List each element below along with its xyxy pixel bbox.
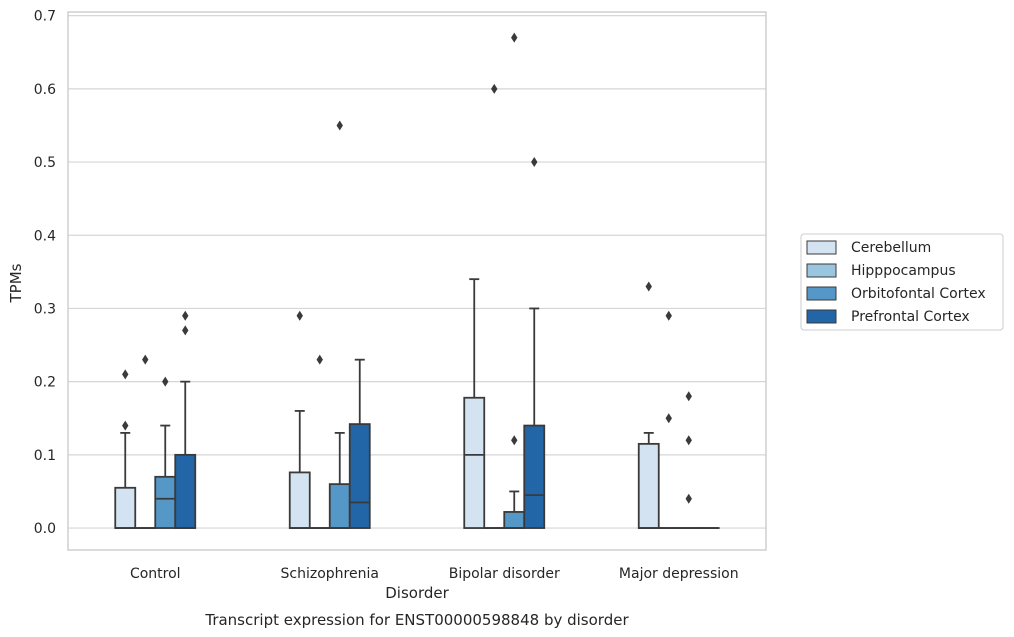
box bbox=[114, 486, 137, 529]
outlier-point bbox=[336, 120, 343, 131]
x-tick-label: Schizophrenia bbox=[281, 566, 379, 582]
outlier-point bbox=[182, 310, 189, 321]
box bbox=[503, 511, 526, 529]
chart-caption: Transcript expression for ENST0000059884… bbox=[204, 611, 629, 629]
box bbox=[523, 424, 546, 529]
outlier-point bbox=[511, 435, 518, 446]
box bbox=[154, 475, 177, 529]
boxplot-prefrontal-cortex bbox=[523, 157, 546, 529]
outlier-point bbox=[142, 354, 149, 365]
outlier-point bbox=[122, 420, 129, 431]
outlier-point bbox=[685, 391, 692, 402]
legend-item: Prefrontal Cortex bbox=[806, 309, 970, 325]
legend-label: Hipppocampus bbox=[851, 263, 956, 279]
x-axis-label: Disorder bbox=[385, 584, 449, 602]
boxplot-orbitofontal-cortex bbox=[503, 32, 526, 529]
legend: Cerebellum Hipppocampus Orbitofontal Corte… bbox=[800, 233, 1004, 331]
outlier-point bbox=[162, 376, 169, 387]
x-tick-label: Control bbox=[130, 566, 181, 582]
box bbox=[637, 442, 660, 529]
legend-label: Cerebellum bbox=[851, 240, 931, 256]
outlier-point bbox=[645, 281, 652, 292]
grid-lines bbox=[68, 15, 766, 529]
y-tick-label: 0.2 bbox=[34, 375, 56, 391]
outlier-point bbox=[665, 310, 672, 321]
x-tick-label: Major depression bbox=[619, 566, 739, 582]
y-tick-label: 0.0 bbox=[34, 521, 56, 537]
legend-label: Prefrontal Cortex bbox=[851, 309, 970, 325]
box bbox=[328, 483, 351, 529]
boxplot-cerebellum bbox=[114, 369, 137, 529]
box bbox=[463, 396, 486, 529]
boxplot-hipppocampus bbox=[483, 83, 506, 529]
legend-swatch bbox=[806, 309, 837, 324]
outlier-point bbox=[665, 413, 672, 424]
legend-swatch bbox=[806, 263, 837, 278]
boxplot-orbitofontal-cortex bbox=[154, 376, 177, 529]
outlier-point bbox=[316, 354, 323, 365]
boxplot-cerebellum bbox=[463, 278, 486, 529]
y-tick-label: 0.1 bbox=[34, 448, 56, 464]
boxplots bbox=[114, 32, 720, 529]
plot-border bbox=[67, 11, 767, 551]
boxplot-orbitofontal-cortex bbox=[677, 391, 700, 529]
legend-swatch bbox=[806, 286, 837, 301]
boxplot-cerebellum bbox=[637, 281, 660, 529]
outlier-point bbox=[685, 435, 692, 446]
outlier-point bbox=[531, 157, 538, 168]
y-tick-label: 0.3 bbox=[34, 301, 56, 317]
boxplot-prefrontal-cortex bbox=[348, 358, 371, 529]
box bbox=[174, 453, 197, 529]
outlier-point bbox=[182, 325, 189, 336]
y-tick-labels: 0.0 0.1 0.2 0.3 0.4 0.5 0.6 0.7 bbox=[34, 9, 56, 537]
outlier-point bbox=[122, 369, 129, 380]
x-tick-labels: Control Schizophrenia Bipolar disorder Majo… bbox=[130, 566, 739, 582]
outlier-point bbox=[511, 32, 518, 43]
outlier-point bbox=[296, 310, 303, 321]
boxplot-hipppocampus bbox=[308, 354, 331, 529]
box bbox=[288, 471, 311, 529]
boxplot-cerebellum bbox=[288, 310, 311, 529]
boxplot-hipppocampus bbox=[134, 354, 157, 529]
y-tick-label: 0.7 bbox=[34, 9, 56, 25]
boxplot-orbitofontal-cortex bbox=[328, 120, 351, 529]
plot-frame bbox=[67, 11, 767, 551]
outlier-point bbox=[685, 493, 692, 504]
legend-item: Orbitofontal Cortex bbox=[806, 286, 986, 302]
y-tick-label: 0.6 bbox=[34, 82, 56, 98]
legend-box bbox=[800, 233, 1004, 331]
legend-swatch bbox=[806, 240, 837, 255]
y-tick-label: 0.5 bbox=[34, 155, 56, 171]
boxplot-prefrontal-cortex bbox=[174, 310, 197, 529]
x-tick-label: Bipolar disorder bbox=[449, 566, 560, 582]
legend-label: Orbitofontal Cortex bbox=[851, 286, 986, 302]
legend-item: Cerebellum bbox=[806, 240, 931, 256]
outlier-point bbox=[491, 83, 498, 94]
y-axis-label: TPMs bbox=[7, 263, 25, 303]
boxplot-hipppocampus bbox=[657, 310, 680, 529]
box bbox=[348, 423, 371, 529]
y-tick-label: 0.4 bbox=[34, 228, 56, 244]
legend-item: Hipppocampus bbox=[806, 263, 956, 279]
